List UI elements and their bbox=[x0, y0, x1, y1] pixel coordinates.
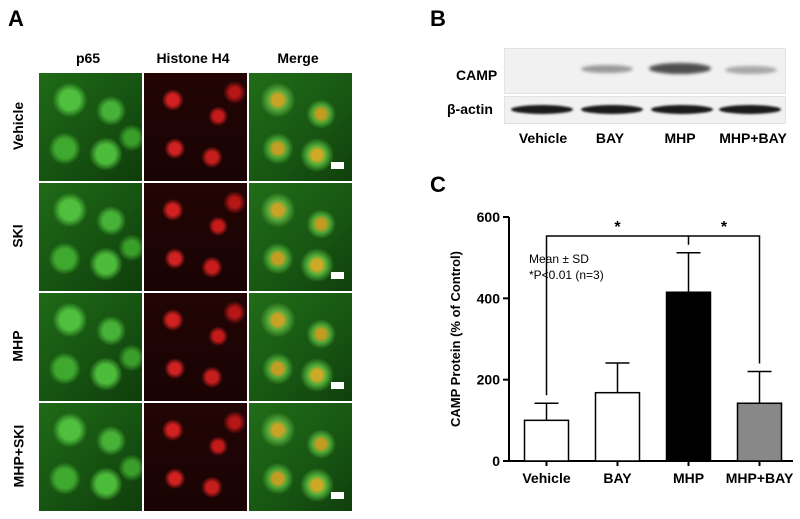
micrograph-mhp-histone bbox=[143, 292, 248, 402]
x-tick-label: Vehicle bbox=[522, 470, 570, 486]
scale-bar bbox=[331, 382, 344, 389]
band-actin-mhp bbox=[651, 105, 713, 114]
micrograph-mhp-p65 bbox=[38, 292, 143, 402]
y-axis: 0 200 400 600 bbox=[477, 209, 793, 469]
legend-mean-sd: Mean ± SD bbox=[529, 252, 589, 266]
error-bars bbox=[534, 252, 772, 421]
panel-b-letter: B bbox=[430, 6, 446, 31]
y-axis-label: CAMP Protein (% of Control) bbox=[448, 251, 463, 427]
row-label-mhp: MHP bbox=[10, 330, 26, 362]
x-tick-labels: Vehicle BAY MHP MHP+BAY bbox=[522, 461, 794, 486]
blot-strip-actin bbox=[504, 96, 786, 124]
micrograph-mhp-ski-merge bbox=[248, 402, 353, 512]
blot-strip-camp bbox=[504, 48, 786, 94]
column-header-histone: Histone H4 bbox=[156, 50, 230, 66]
band-camp-mhp bbox=[649, 63, 711, 74]
significance-brackets: * * bbox=[545, 219, 761, 396]
band-actin-vehicle bbox=[511, 105, 573, 114]
y-tick-label: 0 bbox=[492, 453, 500, 469]
bar-vehicle bbox=[523, 419, 570, 462]
scale-bar bbox=[331, 492, 344, 499]
micrograph-mhp-ski-p65 bbox=[38, 402, 143, 512]
column-header-p65: p65 bbox=[75, 50, 101, 66]
legend-p-value: *P<0.01 (n=3) bbox=[529, 268, 604, 282]
panel-a-letter: A bbox=[8, 6, 24, 31]
micrograph-vehicle-histone bbox=[143, 72, 248, 182]
blot-label-actin: β-actin bbox=[447, 101, 493, 117]
significance-star: * bbox=[721, 219, 728, 236]
band-actin-bay bbox=[581, 105, 643, 114]
bar-bay bbox=[594, 391, 641, 462]
lane-label-mhp: MHP bbox=[664, 130, 696, 146]
y-tick-label: 400 bbox=[477, 290, 501, 306]
micrograph-mhp-ski-histone bbox=[143, 402, 248, 512]
band-camp-mhp-bay bbox=[725, 66, 777, 74]
micrograph-ski-p65 bbox=[38, 182, 143, 292]
row-label-ski: SKI bbox=[10, 224, 26, 248]
y-tick-label: 600 bbox=[477, 209, 501, 225]
y-tick-label: 200 bbox=[477, 372, 501, 388]
micrograph-ski-merge bbox=[248, 182, 353, 292]
column-header-merge: Merge bbox=[277, 50, 319, 66]
panel-c-letter: C bbox=[430, 172, 446, 197]
blot-label-camp: CAMP bbox=[456, 67, 498, 83]
micrograph-vehicle-p65 bbox=[38, 72, 143, 182]
row-label-mhp-ski: MHP+SKI bbox=[10, 424, 26, 488]
scale-bar bbox=[331, 162, 344, 169]
bars bbox=[523, 291, 783, 462]
scale-bar bbox=[331, 272, 344, 279]
micrograph-ski-histone bbox=[143, 182, 248, 292]
x-tick-label: MHP bbox=[673, 470, 704, 486]
bar-mhp-bay bbox=[736, 402, 783, 462]
band-actin-mhp-bay bbox=[719, 105, 781, 114]
lane-label-bay: BAY bbox=[595, 130, 625, 146]
x-tick-label: MHP+BAY bbox=[726, 470, 794, 486]
band-camp-bay bbox=[581, 65, 633, 73]
micrograph-mhp-merge bbox=[248, 292, 353, 402]
significance-star: * bbox=[614, 219, 621, 236]
lane-label-mhp-bay: MHP+BAY bbox=[719, 130, 787, 146]
significance-bracket bbox=[545, 235, 690, 396]
significance-bracket bbox=[688, 235, 761, 364]
row-label-vehicle: Vehicle bbox=[10, 101, 27, 151]
x-tick-label: BAY bbox=[603, 470, 632, 486]
lane-label-vehicle: Vehicle bbox=[518, 130, 568, 146]
bar-mhp bbox=[665, 291, 712, 462]
micrograph-vehicle-merge bbox=[248, 72, 353, 182]
